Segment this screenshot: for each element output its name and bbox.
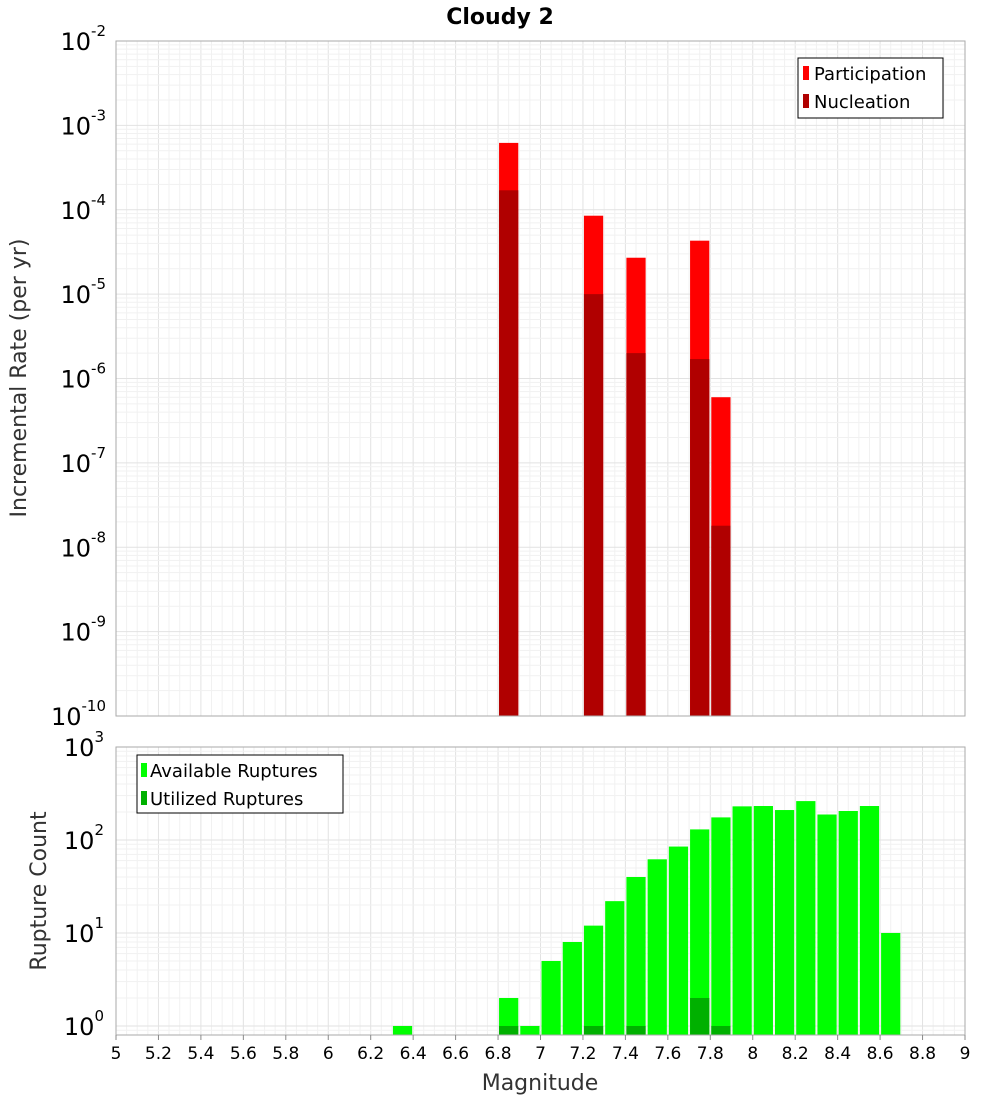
legend-swatch-utilized — [141, 791, 147, 805]
available-ruptures-bar — [796, 801, 816, 1035]
x-tick-label: 7 — [535, 1044, 546, 1064]
bottom-y-axis-label: Rupture Count — [27, 811, 52, 971]
utilized-ruptures-bar — [690, 997, 710, 1035]
x-tick-label: 5 — [111, 1044, 122, 1064]
x-tick-label: 5.4 — [187, 1044, 214, 1064]
top-plot-frame — [115, 40, 966, 717]
legend-label-nucleation: Nucleation — [814, 92, 910, 113]
x-tick-label: 6.6 — [442, 1044, 469, 1064]
legend-swatch-participation — [803, 66, 809, 80]
x-tick-label: 8 — [747, 1044, 758, 1064]
available-ruptures-bar — [541, 960, 561, 1035]
available-ruptures-bar — [626, 877, 646, 1035]
x-tick-label: 6.4 — [400, 1044, 427, 1064]
bottom-x-ticks: 5 5.2 5.4 5.6 5.8 6 6.2 6.4 6.6 6.8 7 7.2 7.4 7.6 7.8 8… — [111, 1035, 971, 1064]
x-tick-label: 5.8 — [272, 1044, 299, 1064]
bottom-legend-box — [136, 754, 344, 814]
top-y-tick-label: 10-10 — [51, 697, 106, 731]
top-y-axis-label: Incremental Rate (per yr) — [7, 239, 32, 518]
bottom-plot: 103 102 101 100 5 5.2 5.4 5.6 5.8 6 6.2 6.4 6.6 6.8 7… — [27, 728, 970, 1096]
legend-label-participation: Participation — [814, 64, 926, 85]
utilized-ruptures-bar — [583, 1025, 604, 1035]
top-y-ticks: 10-2 10-3 10-4 10-5 10-6 10-7 10-8 10-9 10-10 — [51, 22, 106, 731]
nucleation-bar — [690, 359, 710, 716]
available-ruptures-bar — [711, 817, 731, 1035]
top-y-tick-label: 10-8 — [60, 528, 106, 562]
x-tick-label: 7.8 — [697, 1044, 724, 1064]
top-y-tick-label: 10-3 — [60, 106, 106, 140]
top-y-tick-label: 10-9 — [60, 613, 106, 647]
x-tick-label: 8.4 — [824, 1044, 851, 1064]
top-grid — [115, 40, 966, 717]
x-tick-label: 5.2 — [145, 1044, 172, 1064]
x-tick-label: 7.6 — [654, 1044, 681, 1064]
available-ruptures-bar — [690, 829, 710, 1035]
legend-label-utilized: Utilized Ruptures — [150, 789, 303, 810]
nucleation-bar — [583, 294, 604, 716]
x-tick-label: 8.8 — [909, 1044, 936, 1064]
bottom-y-tick-label: 103 — [64, 728, 104, 762]
bottom-legend: Available Ruptures Utilized Ruptures — [136, 754, 344, 814]
bottom-bars — [392, 801, 901, 1035]
utilized-ruptures-bar — [711, 1025, 731, 1035]
available-ruptures-bar — [838, 811, 858, 1035]
legend-swatch-available — [141, 763, 147, 777]
top-y-tick-label: 10-7 — [60, 444, 106, 478]
x-tick-label: 8.2 — [782, 1044, 809, 1064]
x-tick-label: 9 — [960, 1044, 971, 1064]
legend-swatch-nucleation — [803, 94, 809, 108]
x-tick-label: 5.6 — [230, 1044, 257, 1064]
bottom-y-ticks: 103 102 101 100 — [64, 728, 104, 1041]
available-ruptures-bar — [859, 806, 880, 1035]
nucleation-bar — [626, 353, 646, 716]
x-axis-label: Magnitude — [482, 1071, 599, 1096]
available-ruptures-bar — [732, 806, 752, 1035]
chart-title: Cloudy 2 — [446, 5, 554, 30]
x-tick-label: 7.4 — [612, 1044, 639, 1064]
available-ruptures-bar — [668, 846, 689, 1035]
x-tick-label: 6.8 — [485, 1044, 512, 1064]
available-ruptures-bar — [562, 942, 582, 1035]
top-legend: Participation Nucleation — [797, 57, 944, 119]
available-ruptures-bar — [774, 810, 795, 1035]
available-ruptures-bar — [881, 932, 901, 1035]
top-plot: Cloudy 2 10-210-310-410-510-610-710-810-… — [7, 5, 966, 731]
nucleation-bar — [499, 190, 519, 716]
x-tick-label: 7.2 — [569, 1044, 596, 1064]
top-y-tick-label: 10-5 — [60, 275, 106, 309]
bottom-y-tick-label: 102 — [64, 821, 104, 855]
bottom-y-tick-label: 100 — [64, 1007, 104, 1041]
bottom-y-tick-label: 101 — [64, 914, 104, 948]
available-ruptures-bar — [605, 901, 625, 1035]
top-y-tick-label: 10-2 — [60, 22, 106, 56]
available-ruptures-bar — [583, 925, 604, 1035]
x-tick-label: 6.2 — [357, 1044, 384, 1064]
utilized-ruptures-bar — [499, 1025, 519, 1035]
available-ruptures-bar — [647, 859, 667, 1035]
x-tick-label: 6 — [323, 1044, 334, 1064]
top-bars — [499, 142, 731, 717]
x-tick-label: 8.6 — [867, 1044, 894, 1064]
utilized-ruptures-bar — [626, 1025, 646, 1035]
available-ruptures-bar — [753, 806, 773, 1035]
available-ruptures-bar — [392, 1025, 413, 1035]
available-ruptures-bar — [499, 997, 519, 1035]
available-ruptures-bar — [520, 1025, 540, 1035]
available-ruptures-bar — [817, 814, 837, 1035]
legend-label-available: Available Ruptures — [150, 761, 318, 782]
top-legend-box — [797, 57, 944, 119]
top-y-tick-label: 10-4 — [60, 191, 106, 225]
top-y-tick-label: 10-6 — [60, 360, 106, 394]
nucleation-bar — [711, 525, 731, 716]
